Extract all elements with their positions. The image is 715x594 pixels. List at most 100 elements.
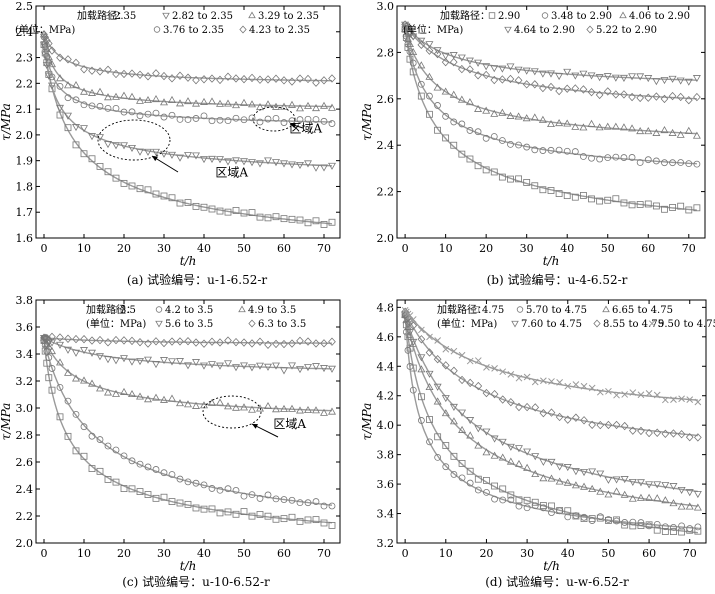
legend-marker	[472, 306, 480, 313]
data-point	[670, 528, 677, 535]
data-point	[482, 63, 491, 71]
data-point	[409, 386, 417, 394]
data-point	[406, 363, 414, 370]
data-point	[168, 471, 176, 478]
legend-entry: 4.06 to 2.90	[629, 11, 690, 22]
data-point	[669, 429, 678, 438]
data-point	[128, 182, 136, 190]
data-point	[490, 435, 499, 443]
data-point	[441, 57, 450, 67]
x-tick-label: 10	[439, 242, 453, 255]
data-point	[112, 92, 120, 100]
data-point	[564, 513, 572, 521]
data-point	[144, 110, 152, 118]
data-point	[637, 391, 645, 399]
data-point	[136, 112, 144, 120]
fit-curve	[43, 337, 332, 412]
data-point	[40, 333, 48, 342]
data-point	[417, 417, 425, 424]
data-point	[661, 159, 668, 167]
region-ellipse	[252, 106, 296, 132]
data-point	[272, 74, 280, 83]
data-point	[296, 161, 304, 170]
data-point	[425, 46, 434, 55]
data-point	[644, 127, 653, 135]
data-point	[120, 485, 128, 492]
data-point	[128, 92, 136, 100]
data-point	[547, 82, 555, 92]
data-point	[192, 338, 200, 347]
legend-marker	[153, 26, 161, 33]
data-point	[620, 199, 628, 207]
data-point	[192, 75, 200, 85]
chart-panel-2: 0 10 20 30 40 50 60 70 2.0 2.2 2.4 2.6 2.8 3.0 t/h τ/MP…	[360, 0, 706, 287]
data-point	[539, 458, 548, 466]
data-point	[200, 339, 208, 348]
data-point	[677, 502, 686, 510]
data-point	[458, 409, 467, 417]
fit-curve	[404, 314, 698, 529]
data-point	[272, 405, 280, 413]
fit-curve	[404, 311, 698, 437]
data-point	[216, 75, 224, 85]
data-point	[152, 148, 160, 156]
data-point	[80, 347, 88, 355]
data-point	[272, 213, 280, 221]
y-tick-label: 1.9	[16, 155, 34, 168]
data-point	[184, 116, 192, 123]
plot-frame	[35, 5, 341, 239]
data-point	[96, 335, 104, 345]
y-tick-label: 1.8	[16, 180, 34, 193]
data-point	[531, 502, 539, 510]
data-point	[620, 476, 629, 484]
data-point	[611, 122, 620, 130]
data-point	[580, 482, 589, 490]
legend-entry: 5.22 to 2.90	[596, 25, 657, 36]
x-axis-label: t/h	[180, 254, 197, 268]
fit-curve	[404, 29, 697, 135]
data-point	[160, 113, 168, 121]
legend-marker	[504, 26, 512, 34]
data-point	[312, 339, 320, 348]
data-point	[579, 85, 588, 94]
series-markers	[401, 306, 702, 406]
data-point	[41, 33, 50, 42]
data-point	[670, 523, 677, 531]
data-point	[248, 73, 256, 83]
data-point	[144, 148, 152, 156]
data-point	[417, 40, 426, 50]
data-point	[417, 393, 425, 401]
data-point	[563, 478, 572, 486]
data-point	[240, 338, 248, 347]
data-point	[312, 104, 320, 112]
data-point	[474, 128, 482, 136]
data-point	[176, 499, 184, 507]
series-markers	[401, 310, 702, 511]
y-tick-label: 2.5	[16, 0, 34, 13]
data-point	[72, 447, 80, 455]
data-point	[515, 502, 523, 510]
data-point	[434, 337, 442, 344]
data-point	[474, 381, 483, 391]
data-point	[152, 69, 160, 78]
data-point	[555, 86, 563, 96]
data-point	[232, 114, 240, 122]
data-point	[112, 357, 120, 365]
data-point	[104, 93, 112, 101]
data-point	[406, 29, 414, 38]
data-point	[571, 84, 580, 93]
data-point	[240, 74, 248, 84]
data-point	[128, 69, 136, 78]
data-point	[184, 152, 192, 160]
data-point	[571, 481, 580, 489]
data-point	[474, 441, 483, 449]
data-point	[136, 488, 144, 495]
data-point	[653, 481, 662, 489]
data-point	[539, 186, 547, 194]
data-point	[240, 98, 248, 106]
legend-marker	[602, 305, 610, 313]
data-point	[548, 509, 555, 516]
data-point	[45, 59, 53, 67]
data-point	[128, 457, 136, 465]
data-point	[693, 503, 702, 511]
